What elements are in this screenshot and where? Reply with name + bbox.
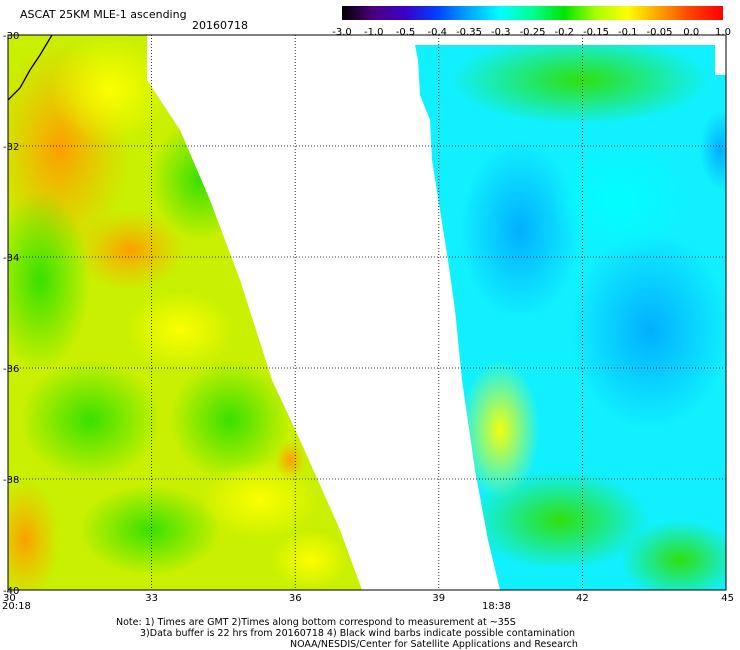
longitude-label: 39 <box>432 593 445 604</box>
map-date: 20160718 <box>192 19 248 32</box>
map-frame <box>7 34 727 591</box>
swath-time-right: 18:38 <box>482 601 511 612</box>
longitude-label: 45 <box>721 593 734 604</box>
colorbar-labels: -3.0 -1.0 -0.5 -0.4 -0.35 -0.3 -0.25 -0.2 -0.15-… <box>332 27 731 38</box>
colorbar-tick-label: -3.0 <box>332 27 352 38</box>
latitude-label: -34 <box>3 253 19 264</box>
longitude-label: 36 <box>289 593 302 604</box>
longitude-label: 42 <box>576 593 589 604</box>
colorbar-tick-label: -0.05 <box>647 27 673 38</box>
latitude-label: -30 <box>3 31 19 42</box>
footnote-line-3: NOAA/NESDIS/Center for Satellite Applica… <box>290 639 578 650</box>
latitude-label: -36 <box>3 364 19 375</box>
lat-lon-grid <box>8 35 726 590</box>
colorbar-tick-label: -1.0 <box>364 27 384 38</box>
map-title: ASCAT 25KM MLE-1 ascending <box>20 8 187 21</box>
colorbar-tick-label: -0.15 <box>583 27 609 38</box>
longitude-labels: 30 33 36 39 42 45 <box>3 593 734 604</box>
colorbar-tick-label: 0.0 <box>683 27 699 38</box>
colorbar-tick-label: -0.25 <box>520 27 546 38</box>
footnote-line-1: Note: 1) Times are GMT 2)Times along bot… <box>116 617 516 628</box>
colorbar-tick-label: -0.1 <box>618 27 638 38</box>
footnote-line-2: 3)Data buffer is 22 hrs from 20160718 4)… <box>140 628 576 639</box>
colorbar-tick-label: -0.3 <box>491 27 511 38</box>
latitude-label: -32 <box>3 142 19 153</box>
colorbar-tick-label: -0.2 <box>554 27 574 38</box>
latitude-label: -40 <box>3 586 19 597</box>
longitude-label: 30 <box>3 593 16 604</box>
colorbar: -3.0 -1.0 -0.5 -0.4 -0.35 -0.3 -0.25 -0.2 -0.15-… <box>332 6 731 38</box>
colorbar-tick-label: -0.35 <box>456 27 482 38</box>
colorbar-gradient <box>342 6 723 20</box>
swath-time-left: 20:18 <box>2 601 31 612</box>
longitude-label: 33 <box>145 593 158 604</box>
swath-left-field <box>8 35 362 590</box>
swath-right-field <box>415 45 726 590</box>
latitude-label: -38 <box>3 475 19 486</box>
colorbar-tick-label: -0.4 <box>427 27 447 38</box>
latitude-labels: -30 -32 -34 -36 -38 -40 <box>3 31 19 597</box>
coastline <box>7 34 53 101</box>
colorbar-tick-label: 1.0 <box>715 27 731 38</box>
colorbar-tick-label: -0.5 <box>396 27 416 38</box>
